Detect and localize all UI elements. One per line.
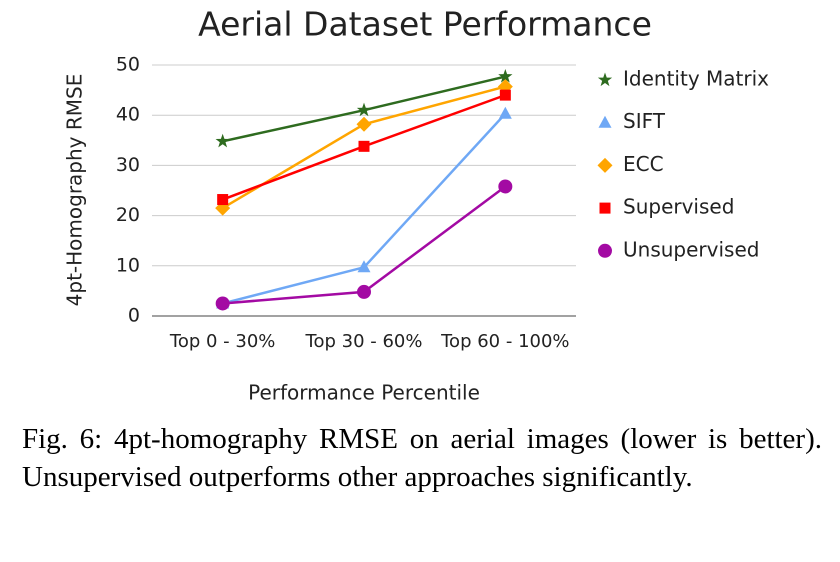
x-tick-label: Top 0 - 30% <box>169 331 276 352</box>
x-tick-label: Top 30 - 60% <box>305 331 423 352</box>
legend-marker <box>598 115 612 128</box>
legend-label: Identity Matrix <box>623 67 769 91</box>
data-point <box>357 284 371 299</box>
data-point <box>215 296 230 311</box>
data-point <box>498 106 512 119</box>
data-point <box>358 140 370 152</box>
data-point <box>498 69 513 83</box>
data-point <box>356 116 372 132</box>
data-point <box>499 89 511 101</box>
chart-title: Aerial Dataset Performance <box>198 5 652 44</box>
figure-caption: Fig. 6: 4pt-homography RMSE on aerial im… <box>22 423 822 493</box>
legend-label: Unsupervised <box>623 237 759 261</box>
legend-label: SIFT <box>623 109 666 133</box>
data-point <box>498 179 513 194</box>
legend-marker <box>599 202 611 214</box>
data-point <box>217 194 229 206</box>
y-tick-label: 30 <box>116 154 140 176</box>
data-point <box>215 133 230 148</box>
y-tick-label: 0 <box>128 305 140 327</box>
y-tick-label: 40 <box>116 104 140 126</box>
legend-marker <box>597 157 613 173</box>
y-tick-label: 50 <box>116 54 140 76</box>
legend-marker <box>597 72 613 87</box>
y-tick-label: 10 <box>116 254 140 276</box>
x-tick-label: Top 60 - 100% <box>440 331 569 352</box>
data-point <box>357 260 371 273</box>
x-axis-label: Performance Percentile <box>248 381 480 405</box>
chart: Aerial Dataset Performance 4pt-Homograph… <box>63 5 770 405</box>
y-tick-label: 20 <box>116 204 140 226</box>
legend-label: ECC <box>623 152 664 176</box>
legend-marker <box>598 243 612 258</box>
y-axis-label: 4pt-Homography RMSE <box>63 74 87 307</box>
legend-label: Supervised <box>623 195 734 219</box>
data-point <box>356 102 372 117</box>
